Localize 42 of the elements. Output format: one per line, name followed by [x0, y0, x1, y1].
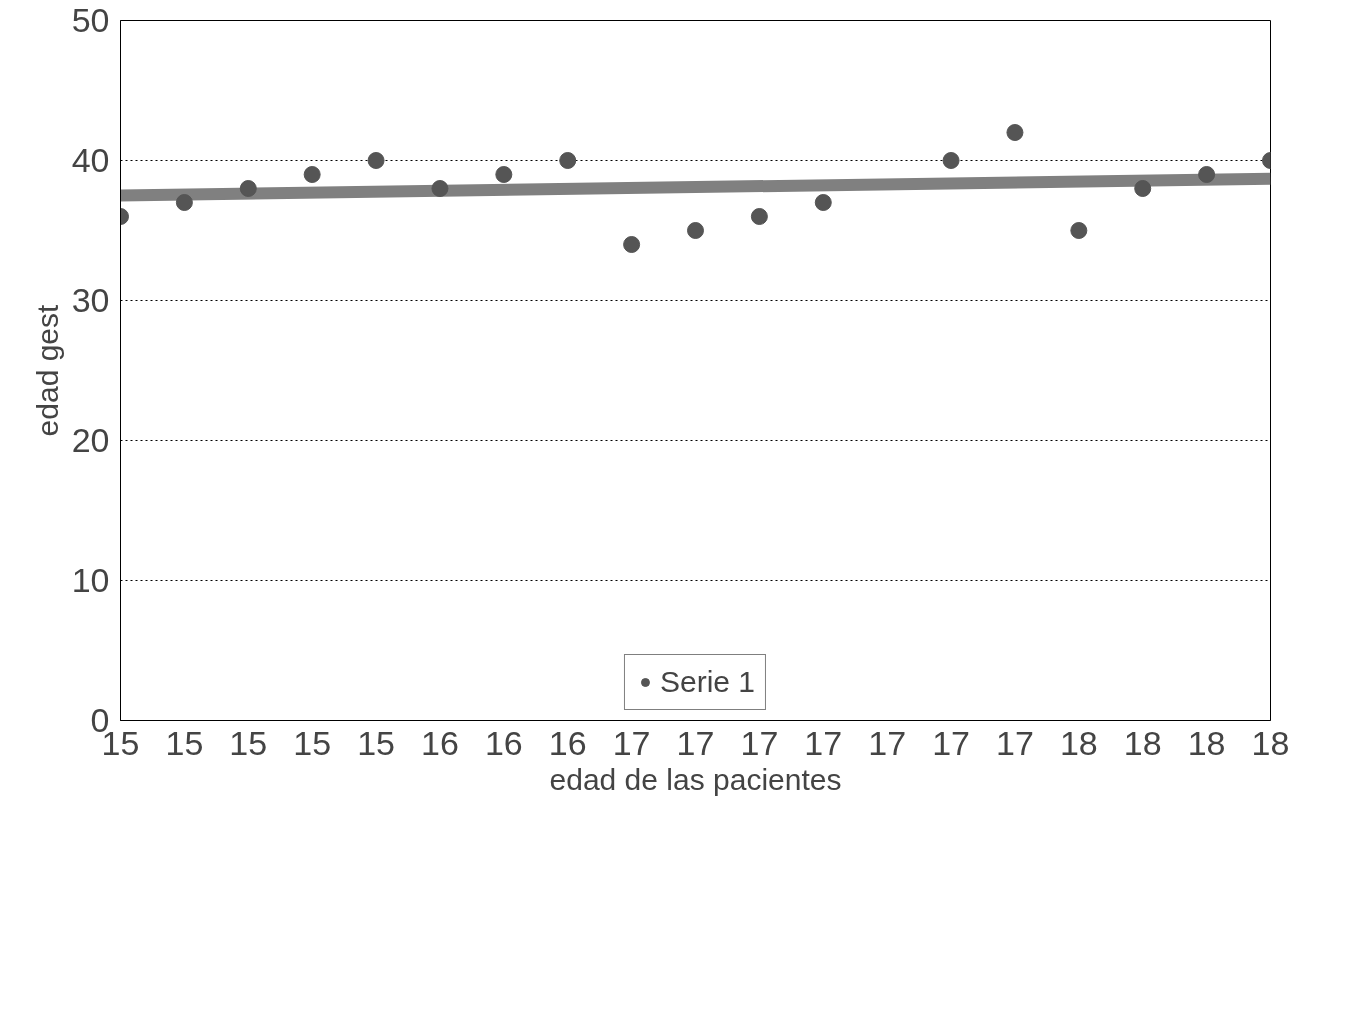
point — [1070, 222, 1088, 239]
x-tick-label: 18 — [1059, 723, 1098, 762]
x-tick-label: 15 — [165, 723, 204, 762]
x-tick-label: 18 — [1187, 723, 1226, 762]
point — [1006, 124, 1024, 141]
x-tick-label: 18 — [1251, 723, 1290, 762]
y-tick-label: 50 — [71, 1, 110, 39]
point — [942, 152, 960, 169]
point — [495, 166, 513, 183]
point — [239, 180, 257, 197]
x-tick-label: 16 — [548, 723, 587, 762]
y-axis-title: edad gest — [30, 303, 64, 437]
x-tick-label: 18 — [1123, 723, 1162, 762]
x-tick-label: 17 — [676, 723, 715, 762]
point — [687, 222, 704, 239]
x-tick-label: 17 — [932, 723, 970, 762]
point — [303, 166, 321, 183]
y-tick-label: 20 — [71, 421, 110, 459]
x-tick-label: 15 — [293, 723, 332, 762]
point — [1198, 166, 1216, 183]
x-tick-label: 17 — [868, 723, 907, 762]
x-tick-label: 16 — [421, 723, 459, 762]
point — [367, 152, 385, 169]
x-tick-label: 15 — [357, 723, 395, 762]
point — [175, 194, 193, 211]
x-tick-label: 16 — [484, 723, 523, 762]
x-tick-label: 15 — [229, 723, 268, 762]
point — [750, 208, 768, 225]
point — [1134, 180, 1152, 197]
point — [559, 152, 577, 169]
x-axis-title: edad de las pacientes — [549, 762, 842, 796]
y-tick-label: 10 — [71, 561, 110, 599]
x-tick-label: 17 — [612, 723, 651, 762]
point — [431, 180, 449, 197]
y-tick-label: 30 — [71, 281, 110, 319]
point — [814, 194, 832, 211]
x-tick-label: 17 — [804, 723, 843, 762]
y-tick-label: 40 — [71, 141, 110, 179]
x-tick-label: 17 — [996, 723, 1034, 762]
legend-label: Serie 1 — [659, 665, 756, 699]
x-tick-label: 17 — [740, 723, 779, 762]
point — [623, 236, 641, 253]
